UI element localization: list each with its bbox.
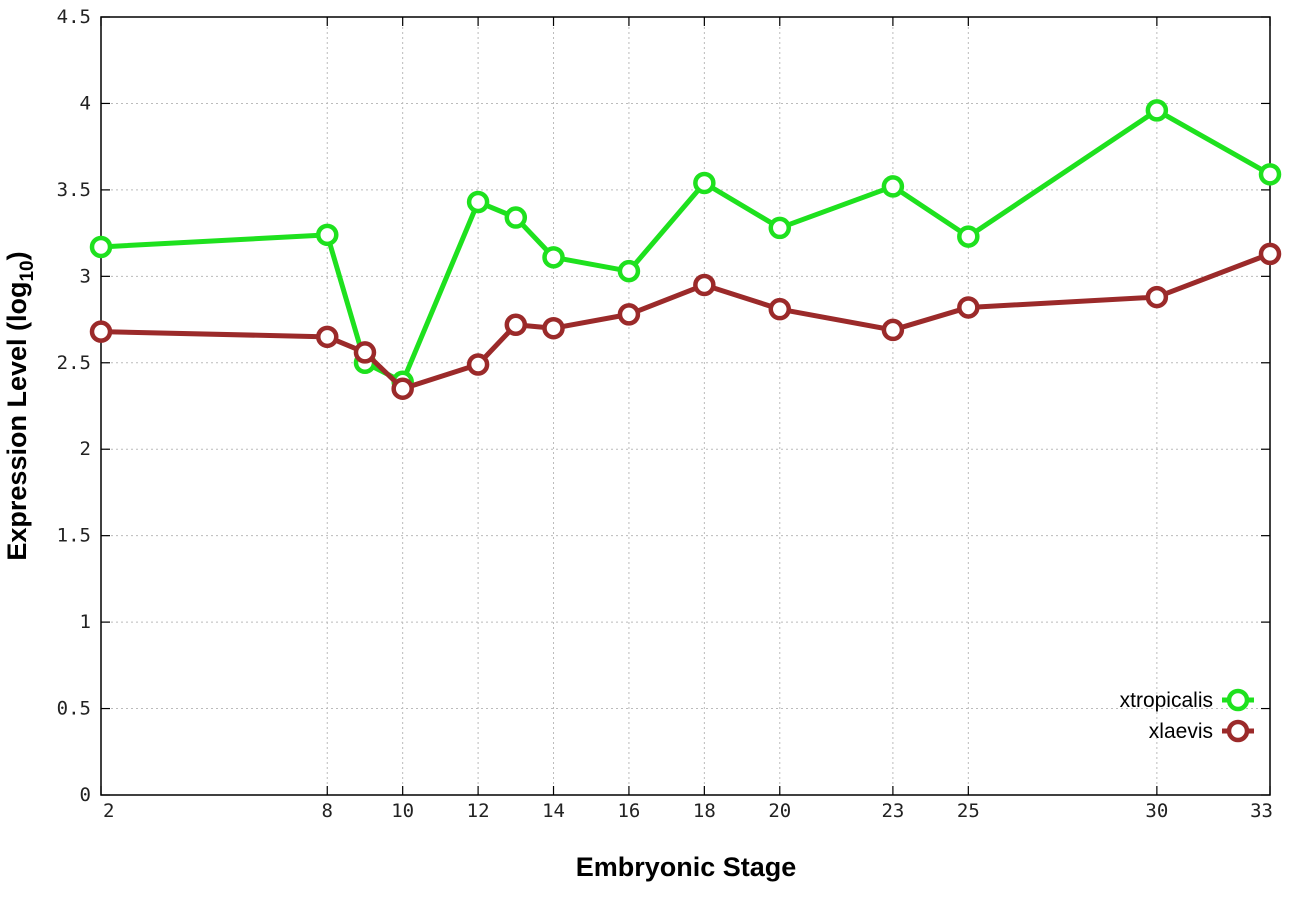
y-tick-label: 0 <box>80 784 91 806</box>
x-tick-label: 23 <box>881 800 904 822</box>
data-point <box>957 296 980 319</box>
x-tick-label: 33 <box>1250 800 1273 822</box>
data-point <box>89 320 113 343</box>
data-point <box>316 325 339 349</box>
data-point <box>957 225 980 248</box>
y-tick-label: 3.5 <box>57 179 91 201</box>
data-point <box>693 171 716 195</box>
data-point <box>617 303 641 326</box>
data-point <box>881 175 905 198</box>
x-tick-label: 20 <box>768 800 791 822</box>
y-axis-title: Expression Level (log10) <box>2 251 38 560</box>
y-axis-title-main: Expression Level (log <box>2 282 32 561</box>
x-tick-label: 10 <box>391 800 414 822</box>
y-tick-label: 2.5 <box>57 352 91 374</box>
data-point <box>542 316 565 340</box>
data-point <box>768 297 792 321</box>
data-point <box>768 216 792 240</box>
y-axis-title-suffix: ) <box>2 251 32 260</box>
legend-marker <box>1226 719 1250 743</box>
y-tick-label: 1 <box>80 611 91 633</box>
x-tick-label: 8 <box>322 800 333 822</box>
series-line-xtropicalis <box>100 107 1272 385</box>
series-xlaevis <box>89 242 1282 400</box>
data-point <box>1258 242 1282 266</box>
legend-item-xlaevis: xlaevis <box>1149 719 1254 743</box>
data-point <box>466 190 490 214</box>
series-line-xlaevis <box>100 251 1271 392</box>
legend: xtropicalis xlaevis <box>1120 688 1254 743</box>
data-point <box>466 353 490 376</box>
y-tick-label: 3 <box>80 265 91 287</box>
data-point <box>617 259 641 283</box>
legend-label: xlaevis <box>1149 720 1213 743</box>
data-point <box>693 273 716 297</box>
legend-item-xtropicalis: xtropicalis <box>1120 688 1254 712</box>
data-point <box>1258 163 1282 186</box>
data-point <box>504 313 528 336</box>
y-axis-title-subscript: 10 <box>17 260 38 281</box>
data-point <box>89 235 113 259</box>
data-point <box>353 341 377 364</box>
data-point <box>391 377 414 400</box>
x-tick-label: 18 <box>693 800 716 822</box>
legend-marker <box>1226 688 1250 712</box>
series-xtropicalis <box>89 99 1282 394</box>
x-tick-label: 2 <box>103 800 114 822</box>
x-tick-label: 16 <box>617 800 640 822</box>
y-tick-label: 2 <box>80 438 91 460</box>
y-tick-label: 0.5 <box>57 698 91 720</box>
x-tick-label: 25 <box>957 800 980 822</box>
x-axis-title: Embryonic Stage <box>576 852 797 882</box>
y-tick-label: 1.5 <box>57 525 91 547</box>
series-group <box>89 99 1282 400</box>
data-point <box>316 223 339 247</box>
y-tick-label: 4 <box>80 92 91 114</box>
data-point <box>1145 285 1169 309</box>
y-tick-label: 4.5 <box>57 6 91 28</box>
data-point <box>881 318 905 342</box>
legend-label: xtropicalis <box>1120 689 1213 712</box>
grid <box>101 17 1270 795</box>
axis-ticks: 0 0.5 1 1.5 2 2.5 3 3.5 4 4.5 2 8 10 12 14 16 18 20 23 25 30… <box>57 6 1273 822</box>
data-point <box>542 246 565 269</box>
x-tick-label: 14 <box>542 800 565 822</box>
x-tick-label: 12 <box>467 800 490 822</box>
plot-frame <box>100 16 1271 796</box>
x-tick-label: 30 <box>1145 800 1168 822</box>
data-point <box>504 206 528 229</box>
data-point <box>1145 99 1169 122</box>
